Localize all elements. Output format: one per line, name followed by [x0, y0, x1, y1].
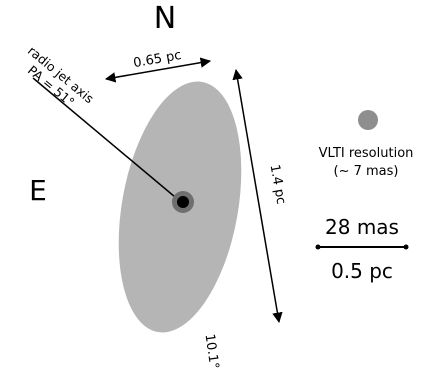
jet-axis-line: [32, 77, 182, 203]
vlti-resolution-dot: [358, 110, 378, 130]
scale-bar-end-left: [315, 244, 321, 250]
core-dot: [177, 196, 189, 208]
pa-label: 10.1°: [202, 333, 222, 370]
north-label: N: [154, 1, 176, 36]
scale-top-label: 28 mas: [325, 215, 399, 239]
east-label: E: [29, 174, 47, 207]
height-label: 1.4 pc: [267, 163, 289, 205]
vlti-label-line1: VLTI resolution: [319, 146, 414, 161]
width-arrow: [104, 57, 212, 83]
scale-bottom-label: 0.5 pc: [331, 259, 393, 283]
vlti-label-line2: (~ 7 mas): [334, 164, 399, 179]
height-arrow: [232, 68, 283, 324]
scale-bar-end-right: [403, 244, 409, 250]
